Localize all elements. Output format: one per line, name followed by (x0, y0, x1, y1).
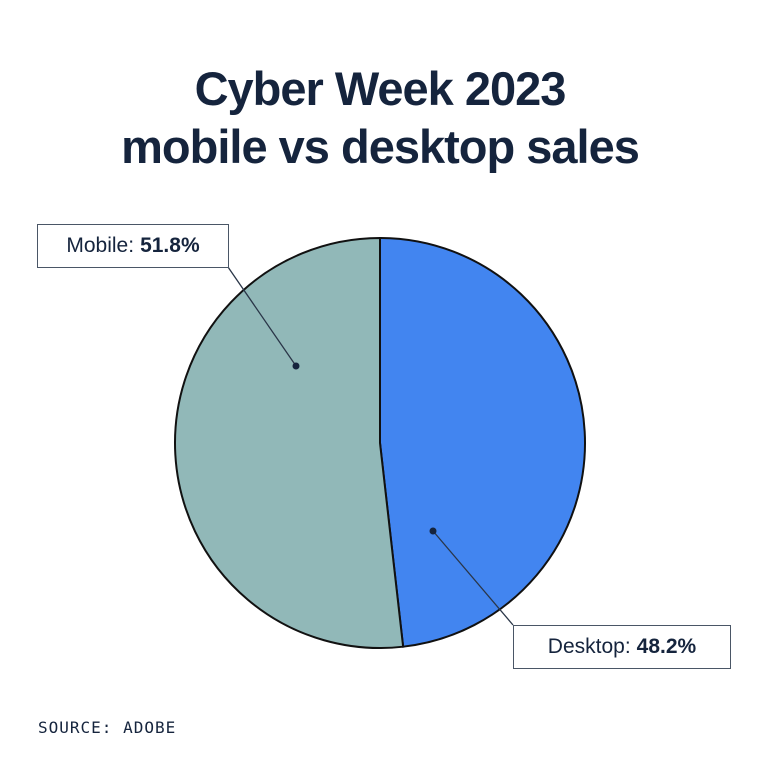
chart-title: Cyber Week 2023 mobile vs desktop sales (0, 60, 760, 176)
source-note: SOURCE: ADOBE (38, 718, 177, 737)
desktop-label: Desktop:48.2% (513, 625, 731, 669)
pie-slice-desktop (379, 236, 586, 648)
mobile-leader-line (227, 266, 297, 367)
desktop-leader-dot (429, 527, 437, 535)
mobile-label: Mobile:51.8% (37, 224, 229, 268)
desktop-label-name: Desktop (547, 635, 625, 658)
desktop-leader-line (432, 530, 514, 626)
mobile-label-value: 51.8% (140, 234, 200, 257)
pie-slice-mobile (173, 236, 405, 649)
title-line-2: mobile vs desktop sales (121, 120, 640, 173)
title-line-1: Cyber Week 2023 (194, 62, 567, 115)
mobile-label-name: Mobile (66, 234, 129, 257)
desktop-label-value: 48.2% (636, 635, 697, 658)
mobile-leader-dot (292, 362, 300, 370)
